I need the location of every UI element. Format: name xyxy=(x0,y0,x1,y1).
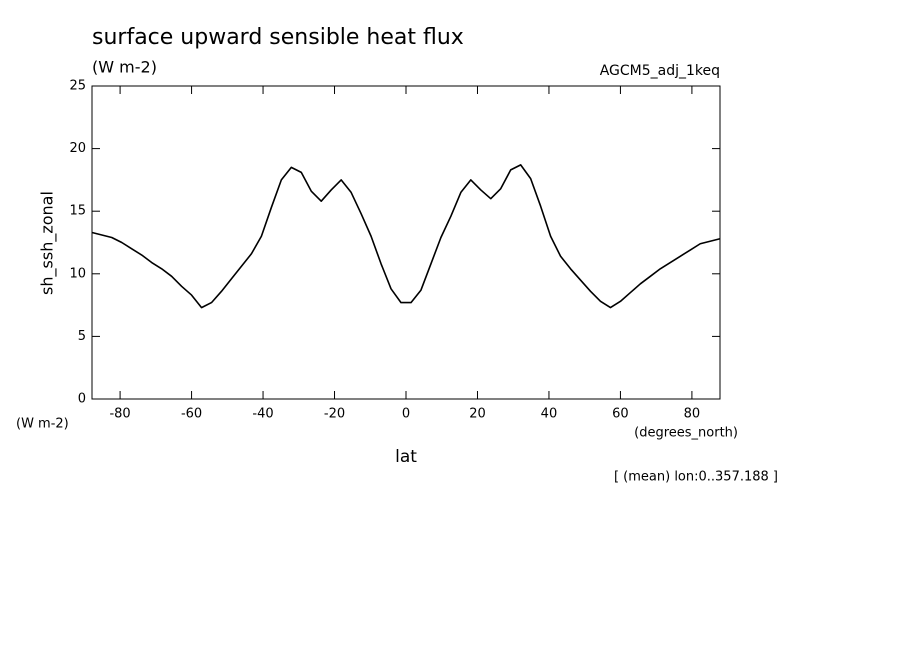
x-tick-label: 0 xyxy=(402,407,410,422)
y-axis-label: sh_ssh_zonal xyxy=(38,191,58,295)
dataset-label: AGCM5_adj_1keq xyxy=(600,63,720,79)
x-tick-label: 20 xyxy=(469,407,486,422)
subtitle: (W m-2) xyxy=(92,58,157,77)
x-tick-label: -20 xyxy=(324,407,345,422)
line-series xyxy=(91,164,721,309)
y-tick-label: 0 xyxy=(78,392,86,407)
chart-title: surface upward sensible heat flux xyxy=(92,25,464,50)
x-tick-label: 60 xyxy=(612,407,629,422)
x-tick-label: -60 xyxy=(181,407,202,422)
y-tick-label: 25 xyxy=(69,79,86,94)
x-tick-label: -80 xyxy=(109,407,130,422)
x-units: (degrees_north) xyxy=(634,426,738,441)
x-tick-label: 40 xyxy=(541,407,558,422)
y-units: (W m-2) xyxy=(16,417,69,432)
y-tick-label: 15 xyxy=(69,204,86,219)
y-tick-label: 10 xyxy=(69,266,86,281)
x-tick-label: 80 xyxy=(684,407,701,422)
x-tick-label: -40 xyxy=(252,407,273,422)
y-tick-label: 20 xyxy=(69,141,86,156)
footnote: [ (mean) lon:0..357.188 ] xyxy=(614,470,778,485)
y-tick-label: 5 xyxy=(78,329,86,344)
x-axis-label: lat xyxy=(395,447,417,467)
